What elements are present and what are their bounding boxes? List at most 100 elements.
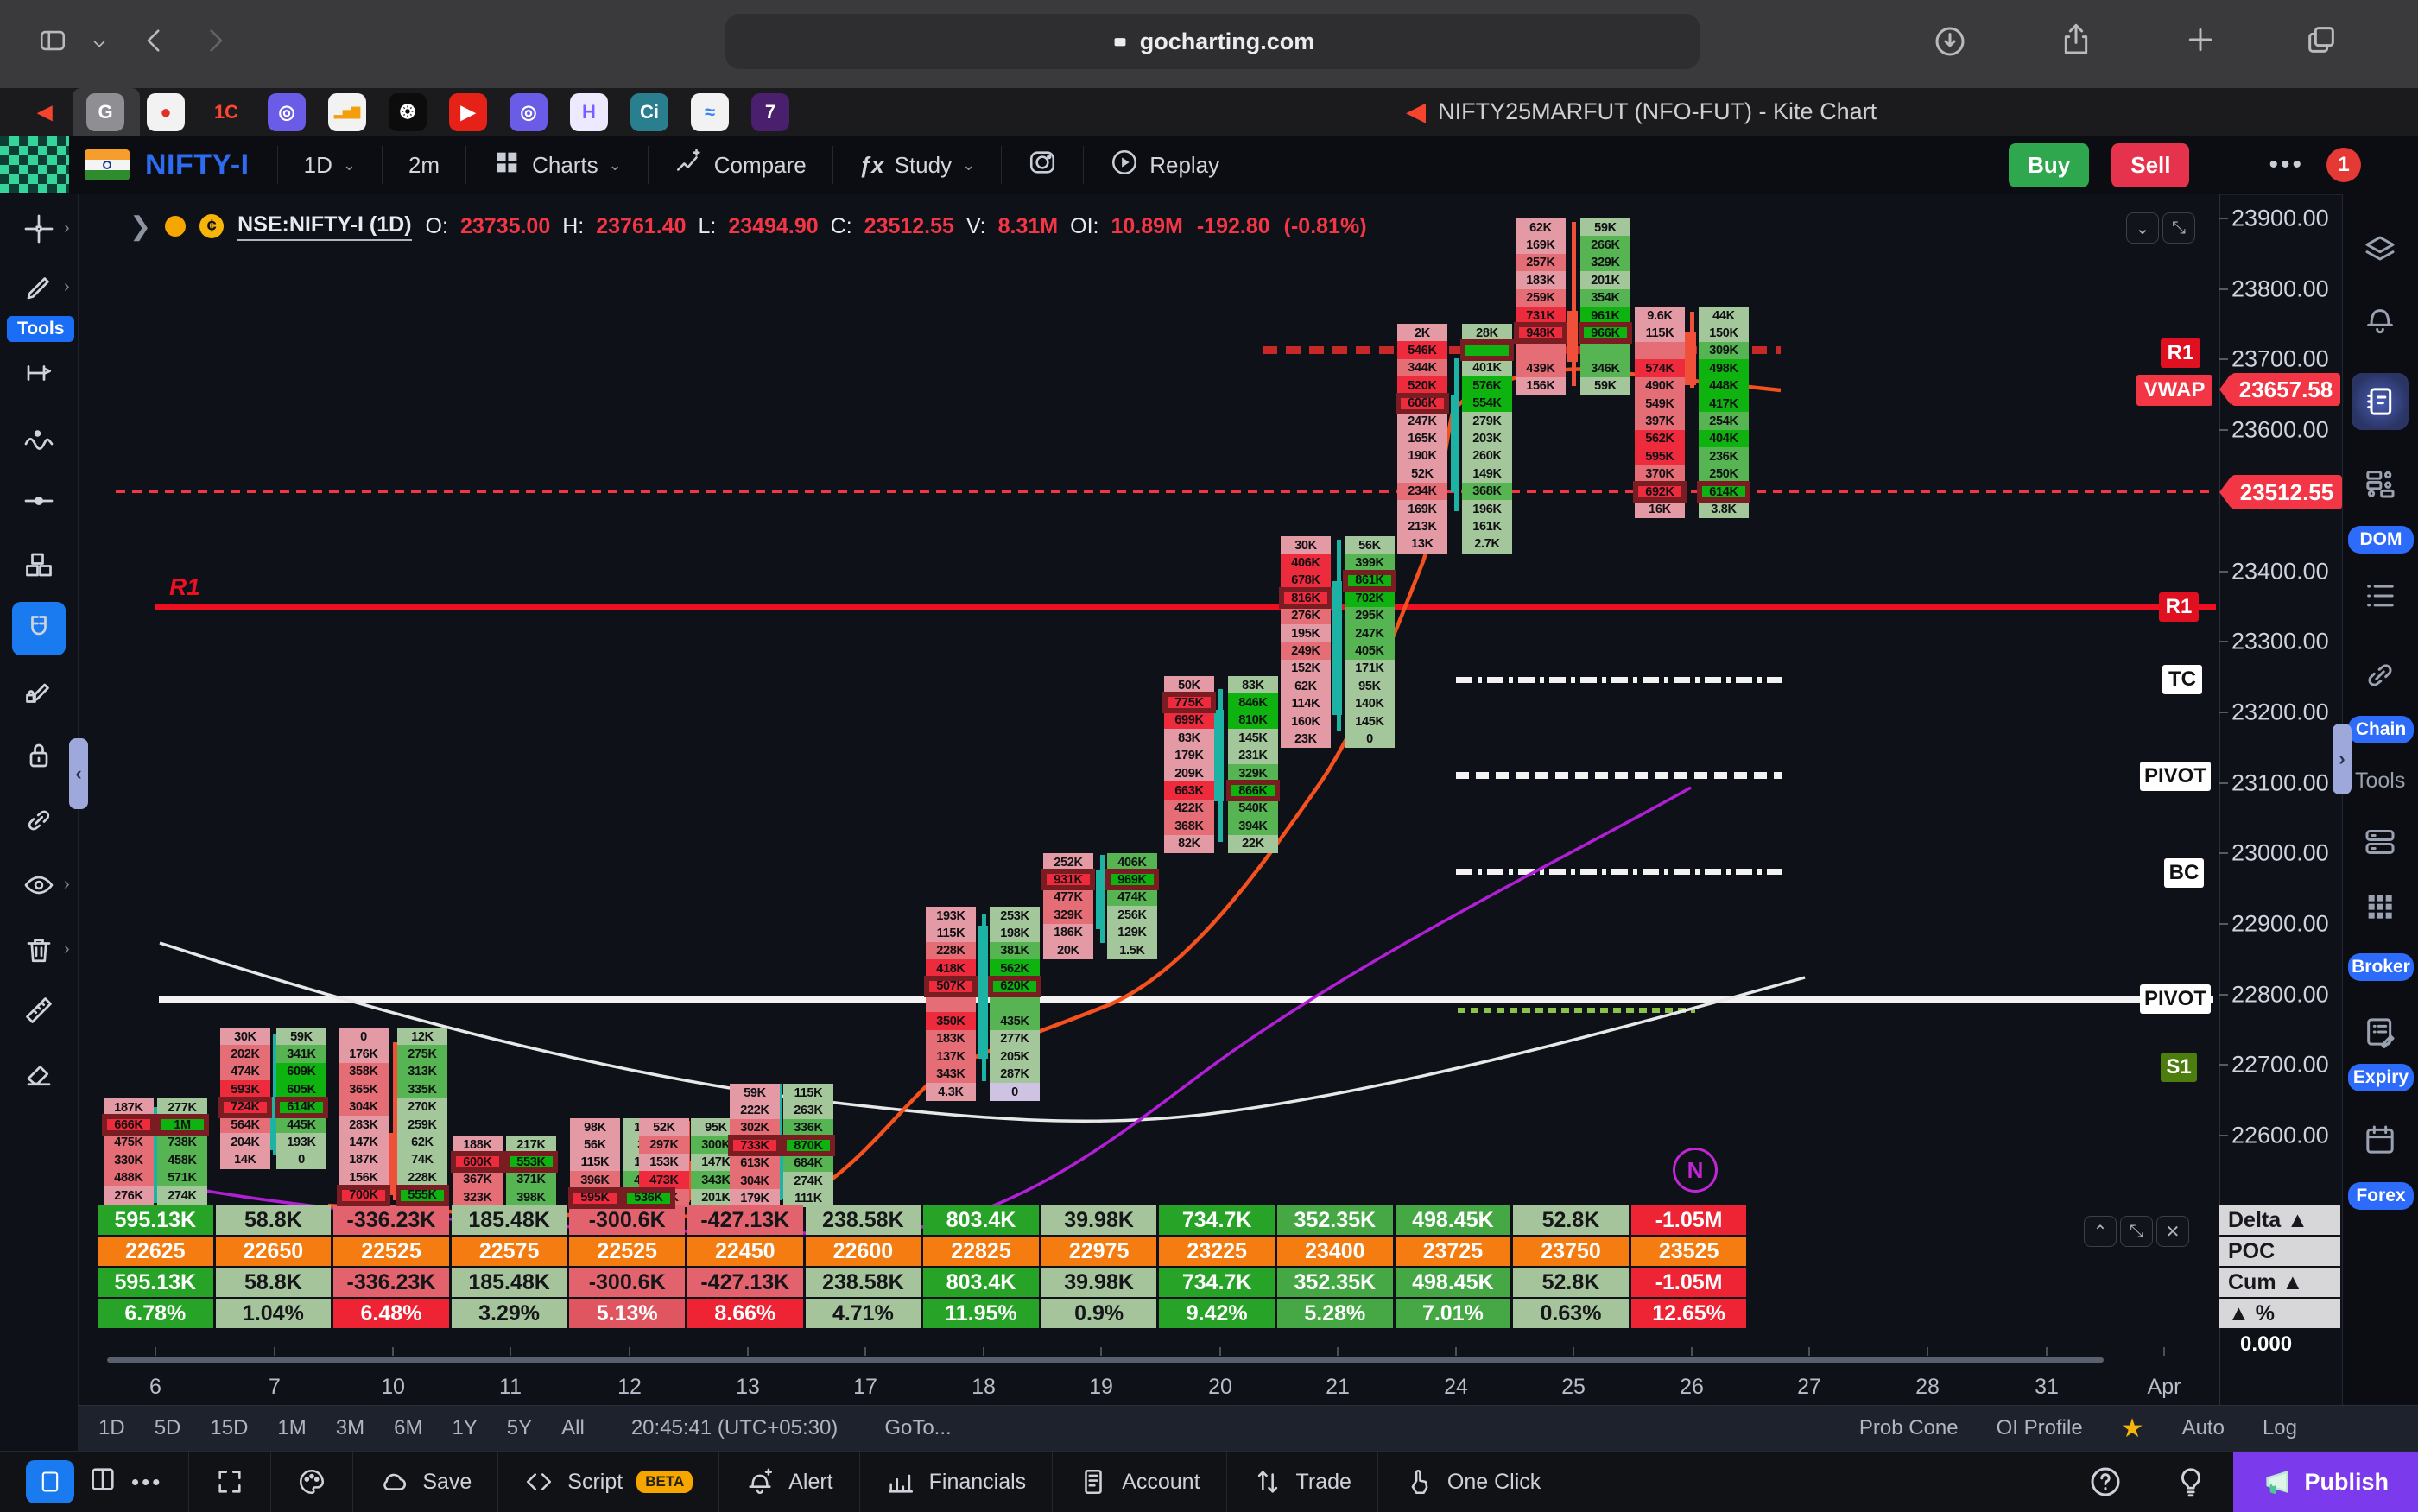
- bc-dashed-line[interactable]: [1456, 869, 1782, 875]
- script-button[interactable]: Script BETA: [498, 1452, 720, 1512]
- purple-app2-favicon[interactable]: ◎: [510, 93, 548, 131]
- news-marker[interactable]: N: [1673, 1148, 1718, 1193]
- ideas-bulb-icon[interactable]: [2149, 1452, 2233, 1512]
- range-1y[interactable]: 1Y: [452, 1416, 478, 1439]
- replay-button[interactable]: Replay: [1089, 148, 1240, 183]
- table-collapse-up-button[interactable]: ⌃: [2084, 1216, 2117, 1247]
- share-icon[interactable]: [2059, 22, 2093, 57]
- magnet-tool-icon[interactable]: [12, 602, 66, 655]
- layout-single-button[interactable]: •••: [0, 1452, 190, 1512]
- tc-dashed-line[interactable]: [1456, 677, 1782, 683]
- one-c-favicon[interactable]: 1C: [213, 101, 239, 123]
- alert-button[interactable]: Alert: [719, 1452, 860, 1512]
- range-6m[interactable]: 6M: [394, 1416, 423, 1439]
- swoosh-favicon[interactable]: ≈: [691, 93, 729, 131]
- layers-icon[interactable]: [2352, 222, 2409, 279]
- minimize-chart-button[interactable]: ⤡: [2162, 212, 2195, 244]
- table-close-button[interactable]: ✕: [2156, 1216, 2189, 1247]
- sell-button[interactable]: Sell: [2111, 142, 2190, 187]
- range-1m[interactable]: 1M: [277, 1416, 307, 1439]
- more-options-icon[interactable]: •••: [2269, 150, 2304, 179]
- spiral-favicon[interactable]: ❂: [389, 93, 427, 131]
- art-favicon[interactable]: 7: [751, 93, 789, 131]
- ci-app-favicon[interactable]: Ci: [630, 93, 668, 131]
- save-button[interactable]: Save: [353, 1452, 499, 1512]
- theme-palette-button[interactable]: [271, 1452, 354, 1512]
- domgrid-icon[interactable]: [2352, 455, 2409, 512]
- table-legend[interactable]: POC: [2219, 1237, 2340, 1266]
- refresh-icon[interactable]: [1662, 26, 1684, 54]
- bell-icon[interactable]: [2352, 289, 2409, 346]
- star-icon[interactable]: ★: [2120, 1414, 2144, 1443]
- expand-chevron-icon[interactable]: ›: [64, 939, 70, 958]
- collapse-legend-button[interactable]: ⌄: [2126, 212, 2159, 244]
- oi-profile-button[interactable]: OI Profile: [1996, 1416, 2083, 1439]
- expiry-icon[interactable]: [2352, 1003, 2409, 1060]
- help-button[interactable]: [2062, 1452, 2149, 1512]
- abc-tool-icon[interactable]: [12, 538, 66, 592]
- chain-icon[interactable]: [2352, 647, 2409, 704]
- financials-button[interactable]: Financials: [860, 1452, 1054, 1512]
- crosshair-tool-icon[interactable]: [12, 202, 66, 256]
- secondary-timeframe[interactable]: 2m: [408, 151, 440, 178]
- fullscreen-button[interactable]: [189, 1452, 272, 1512]
- forward-icon[interactable]: [200, 26, 230, 55]
- table-legend[interactable]: ▲ %: [2219, 1299, 2340, 1328]
- symbol-name[interactable]: NIFTY-I: [145, 148, 250, 181]
- purple-app-favicon[interactable]: ◎: [268, 93, 306, 131]
- prob-cone-button[interactable]: Prob Cone: [1858, 1416, 1959, 1439]
- range-3m[interactable]: 3M: [335, 1416, 365, 1439]
- sidebar-chevron-icon[interactable]: [90, 35, 109, 54]
- range-1d[interactable]: 1D: [98, 1416, 125, 1439]
- notification-badge[interactable]: 1: [2326, 148, 2361, 182]
- compare-menu[interactable]: Compare: [654, 148, 827, 183]
- expand-chevron-icon[interactable]: ›: [64, 218, 70, 237]
- layout-split-icon[interactable]: [88, 1465, 117, 1500]
- dom-pill[interactable]: DOM: [2348, 526, 2414, 554]
- expiry-pill[interactable]: Expiry: [2348, 1064, 2414, 1091]
- sidebar-toggle-icon[interactable]: [38, 26, 67, 55]
- publish-button[interactable]: Publish: [2233, 1452, 2418, 1512]
- expand-chevron-icon[interactable]: ›: [64, 875, 70, 894]
- ohlc-symbol[interactable]: NSE:NIFTY-I (1D): [237, 212, 412, 241]
- table-legend[interactable]: Cum ▲: [2219, 1268, 2340, 1297]
- range-all[interactable]: All: [561, 1416, 585, 1439]
- charts-menu[interactable]: Charts ⌄: [472, 148, 642, 183]
- buy-button[interactable]: Buy: [2009, 142, 2090, 187]
- goto-button[interactable]: GoTo...: [884, 1416, 952, 1439]
- r1-line[interactable]: [155, 604, 2216, 610]
- address-bar[interactable]: gocharting.com: [725, 14, 1700, 69]
- trade-button[interactable]: Trade: [1227, 1452, 1378, 1512]
- kite-favicon[interactable]: ◀: [37, 101, 53, 123]
- eraser-tool-icon[interactable]: [12, 1047, 66, 1100]
- study-menu[interactable]: ƒx Study ⌄: [858, 151, 976, 178]
- back-icon[interactable]: [140, 26, 169, 55]
- settings-gear-icon[interactable]: [2212, 145, 2246, 186]
- g-favicon[interactable]: G: [86, 93, 124, 131]
- auto-button[interactable]: Auto: [2181, 1416, 2225, 1439]
- log-button[interactable]: Log: [2262, 1416, 2297, 1439]
- lock-tool-icon[interactable]: [12, 729, 66, 782]
- journal-icon[interactable]: [2352, 373, 2409, 430]
- tab-overview-icon[interactable]: [2304, 22, 2339, 57]
- layout-more-icon[interactable]: •••: [131, 1468, 163, 1495]
- grid9-icon[interactable]: [2352, 878, 2409, 935]
- new-tab-icon[interactable]: [2183, 22, 2218, 57]
- pivot-dashed-line[interactable]: [1456, 772, 1782, 779]
- s1-dashed-line[interactable]: [1458, 1008, 1695, 1013]
- range-15d[interactable]: 15D: [210, 1416, 249, 1439]
- snapshot-button[interactable]: [1007, 148, 1078, 183]
- list-icon[interactable]: [2352, 567, 2409, 624]
- pencil-lock-tool-icon[interactable]: [12, 666, 66, 719]
- trash-tool-icon[interactable]: [12, 923, 66, 977]
- hline-tool-icon[interactable]: [12, 474, 66, 528]
- range-5y[interactable]: 5Y: [506, 1416, 533, 1439]
- chain-pill[interactable]: Chain: [2348, 716, 2414, 743]
- measure-tool-icon[interactable]: [12, 346, 66, 400]
- pivot-line[interactable]: [159, 996, 2213, 1003]
- right-panel-handle[interactable]: ›: [2333, 724, 2352, 794]
- analytics-favicon[interactable]: ▂▅▇: [328, 93, 366, 131]
- cards-icon[interactable]: [2352, 813, 2409, 870]
- left-panel-handle[interactable]: ‹: [69, 738, 88, 809]
- range-5d[interactable]: 5D: [154, 1416, 181, 1439]
